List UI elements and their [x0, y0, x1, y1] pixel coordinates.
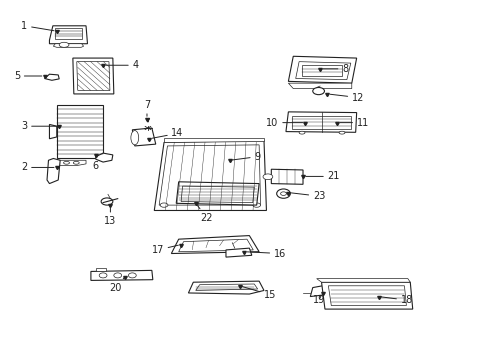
Polygon shape [91, 270, 153, 280]
Ellipse shape [312, 87, 324, 95]
Polygon shape [44, 74, 59, 80]
Bar [292, 116, 350, 129]
Bar [57, 105, 103, 158]
Ellipse shape [280, 192, 286, 195]
Polygon shape [47, 158, 60, 184]
Polygon shape [73, 58, 114, 94]
Text: 4: 4 [106, 60, 138, 70]
Text: 16: 16 [247, 248, 285, 258]
Ellipse shape [73, 161, 79, 164]
Text: 6: 6 [93, 155, 99, 171]
Polygon shape [57, 160, 86, 166]
Ellipse shape [131, 131, 139, 145]
Text: 10: 10 [266, 118, 302, 128]
Polygon shape [96, 153, 113, 162]
Ellipse shape [128, 273, 136, 278]
Text: 11: 11 [339, 118, 368, 128]
Text: 23: 23 [290, 191, 325, 201]
Text: 20: 20 [109, 277, 125, 293]
Text: 18: 18 [381, 295, 412, 305]
Text: 5: 5 [14, 71, 41, 81]
Text: 7: 7 [143, 100, 150, 116]
Ellipse shape [114, 273, 122, 278]
Ellipse shape [63, 161, 69, 164]
Ellipse shape [101, 198, 113, 205]
Text: 15: 15 [242, 287, 276, 300]
Text: 9: 9 [232, 152, 260, 162]
Ellipse shape [299, 131, 305, 134]
Text: 21: 21 [305, 171, 339, 181]
Bar [55, 28, 82, 39]
Polygon shape [163, 138, 264, 142]
Ellipse shape [276, 189, 290, 198]
Polygon shape [288, 83, 351, 89]
Ellipse shape [263, 174, 272, 180]
Polygon shape [154, 140, 266, 211]
Text: 13: 13 [104, 208, 116, 226]
Ellipse shape [160, 203, 167, 207]
Polygon shape [310, 286, 325, 297]
Text: 12: 12 [329, 93, 364, 103]
Text: 2: 2 [21, 162, 54, 172]
Polygon shape [271, 169, 303, 184]
Polygon shape [321, 282, 412, 309]
Polygon shape [188, 281, 264, 294]
Polygon shape [49, 125, 57, 139]
Bar [302, 65, 341, 76]
Polygon shape [225, 248, 251, 257]
Polygon shape [53, 44, 83, 47]
Polygon shape [96, 268, 105, 271]
Polygon shape [49, 26, 87, 44]
Text: 14: 14 [152, 129, 183, 138]
Polygon shape [285, 112, 356, 132]
Text: 3: 3 [21, 121, 56, 131]
Polygon shape [316, 279, 409, 282]
Ellipse shape [99, 273, 107, 278]
Ellipse shape [252, 203, 260, 207]
Polygon shape [176, 182, 259, 205]
Polygon shape [171, 235, 259, 253]
Text: 8: 8 [322, 64, 347, 74]
Text: 19: 19 [312, 295, 325, 305]
Polygon shape [288, 56, 356, 83]
Text: 1: 1 [21, 21, 54, 31]
Text: 22: 22 [197, 206, 213, 222]
Polygon shape [132, 128, 156, 146]
Ellipse shape [59, 42, 69, 47]
Text: 17: 17 [151, 245, 178, 255]
Ellipse shape [338, 131, 344, 134]
